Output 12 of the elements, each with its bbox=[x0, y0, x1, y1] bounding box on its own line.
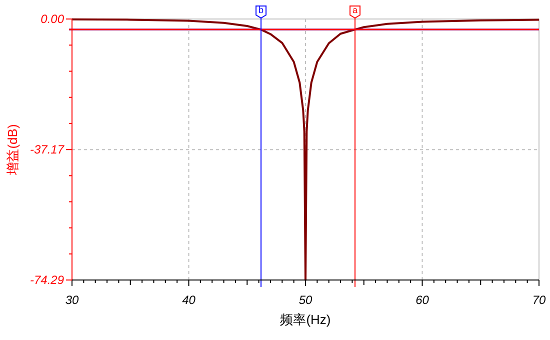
ref-line-label: a bbox=[352, 5, 358, 15]
y-tick-label: 0.00 bbox=[40, 12, 64, 26]
y-tick-label: -37.17 bbox=[30, 142, 66, 157]
x-tick-label: 30 bbox=[65, 293, 79, 307]
x-tick-label: 50 bbox=[298, 293, 312, 307]
y-axis-title: 增益(dB) bbox=[5, 124, 20, 176]
y-tick-label: -74.29 bbox=[30, 273, 64, 287]
x-axis-title: 频率(Hz) bbox=[280, 312, 331, 327]
x-tick-label: 40 bbox=[182, 293, 196, 307]
ref-line-label: b bbox=[258, 5, 264, 15]
x-tick-label: 70 bbox=[532, 293, 546, 307]
x-tick-label: 60 bbox=[416, 293, 430, 307]
